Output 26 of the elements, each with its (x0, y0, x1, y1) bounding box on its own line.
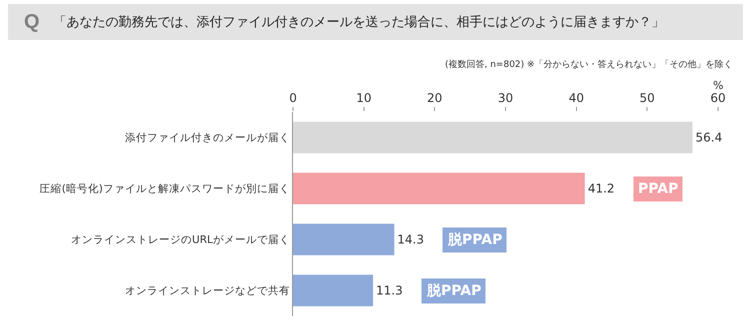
x-tick-label: 40 (568, 91, 584, 106)
chart-subtitle: (複数回答, n=802) ※「分からない・答えられない」「その他」を除く (445, 59, 733, 70)
x-tick-label: 30 (498, 91, 514, 106)
chart-title: 「あなたの勤務先では、添付ファイル付きのメールを送った場合に、相手にはどのように届きますか？」 (54, 14, 665, 31)
x-tick-label: 60 (710, 91, 726, 106)
header-box: Q 「あなたの勤務先では、添付ファイル付きのメールを送った場合に、相手にはどのように届きますか？」 (8, 4, 743, 40)
data-label: 41.2 (588, 182, 615, 196)
data-label: 11.3 (376, 284, 403, 298)
annotation: PPAP (638, 181, 678, 197)
x-tick-label: 10 (356, 91, 372, 106)
bar (293, 274, 374, 306)
bar (293, 224, 394, 256)
y-tick-label: 圧縮(暗号化)ファイルと解凍パスワードが別に届く (40, 182, 290, 196)
annotation: 脱PPAP (426, 283, 482, 299)
y-tick-label: オンラインストレージのURLがメールで届く (71, 234, 290, 246)
annotation: 脱PPAP (447, 232, 502, 248)
bar (293, 172, 585, 204)
x-tick-label: 0 (289, 91, 297, 106)
y-tick-label: オンラインストレージなどで共有 (124, 284, 290, 298)
data-label: 56.4 (696, 130, 722, 144)
x-tick-label: 50 (640, 91, 655, 106)
x-axis-title: % (713, 79, 724, 92)
x-tick-label: 20 (427, 91, 442, 106)
data-label: 14.3 (397, 232, 424, 246)
y-tick-label: 添付ファイル付きのメールが届く (124, 132, 290, 144)
bar (293, 122, 692, 154)
